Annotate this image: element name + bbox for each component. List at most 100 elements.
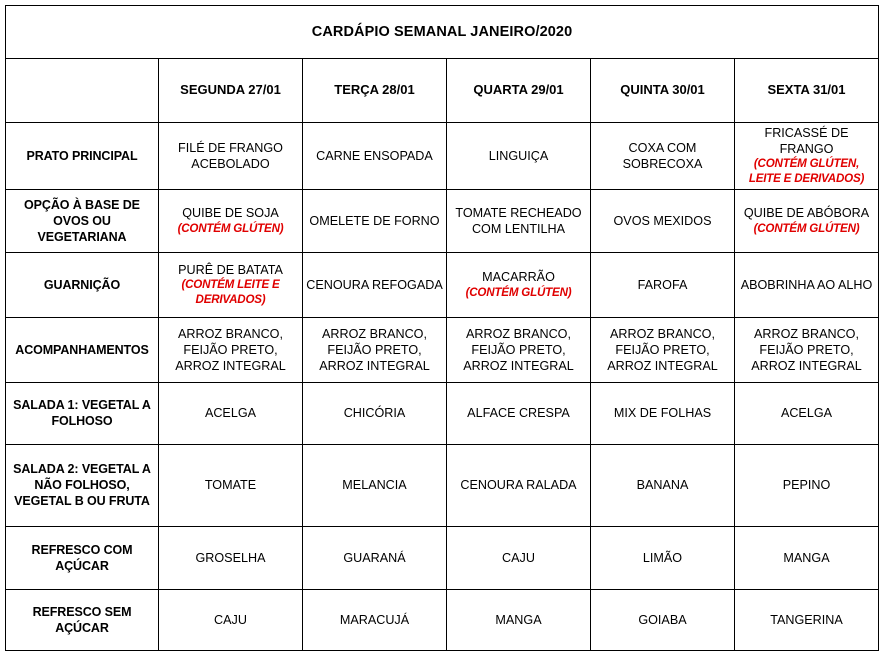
menu-cell: ABOBRINHA AO ALHO (734, 251, 879, 318)
menu-item-text: ARROZ BRANCO, FEIJÃO PRETO, ARROZ INTEGR… (463, 326, 574, 373)
day-header-quarta: QUARTA 29/01 (446, 58, 591, 123)
menu-item-text: ACELGA (204, 406, 257, 421)
table-row: GUARNIÇÃO PURÊ DE BATATA (CONTÉM LEITE E… (5, 251, 879, 318)
menu-item-text: CHICÓRIA (343, 406, 406, 421)
menu-item-text: BANANA (636, 478, 689, 493)
menu-cell: ACELGA (734, 381, 879, 445)
menu-item-text: PURÊ DE BATATA (178, 262, 283, 277)
menu-item-text: MELANCIA (342, 478, 407, 493)
weekly-menu-table: CARDÁPIO SEMANAL JANEIRO/2020 SEGUNDA 27… (5, 5, 879, 651)
menu-item-text: TOMATE (204, 478, 257, 493)
menu-item-text: CAJU (502, 550, 535, 565)
menu-cell: MANGA (734, 525, 879, 590)
menu-table-body: CARDÁPIO SEMANAL JANEIRO/2020 SEGUNDA 27… (5, 5, 879, 651)
menu-item-text: MACARRÃO (482, 270, 555, 285)
menu-item-text: QUIBE DE SOJA (182, 206, 279, 221)
row-label-acompanhamentos: ACOMPANHAMENTOS (5, 316, 159, 383)
menu-cell: FRICASSÉ DE FRANGO (CONTÉM GLÚTEN, LEITE… (734, 122, 879, 190)
menu-cell: ARROZ BRANCO, FEIJÃO PRETO, ARROZ INTEGR… (446, 316, 591, 383)
menu-cell: QUIBE DE ABÓBORA (CONTÉM GLÚTEN) (734, 188, 879, 253)
row-label-opcao-ovos-vegetariana: OPÇÃO À BASE DE OVOS OU VEGETARIANA (5, 188, 159, 253)
menu-item-text: ARROZ BRANCO, FEIJÃO PRETO, ARROZ INTEGR… (175, 326, 286, 373)
menu-cell: CARNE ENSOPADA (302, 122, 447, 190)
menu-cell: TOMATE (158, 443, 303, 527)
menu-item-text: GOIABA (638, 612, 687, 627)
menu-item-text: FRICASSÉ DE FRANGO (764, 126, 849, 157)
row-label-salada-1: SALADA 1: VEGETAL A FOLHOSO (5, 381, 159, 445)
menu-item-text: ARROZ BRANCO, FEIJÃO PRETO, ARROZ INTEGR… (319, 326, 430, 373)
menu-item-text: OMELETE DE FORNO (309, 213, 440, 228)
menu-item-text: ARROZ BRANCO, FEIJÃO PRETO, ARROZ INTEGR… (751, 326, 862, 373)
menu-cell: CHICÓRIA (302, 381, 447, 445)
menu-cell: ARROZ BRANCO, FEIJÃO PRETO, ARROZ INTEGR… (302, 316, 447, 383)
menu-item-text: CENOURA RALADA (460, 478, 577, 493)
day-header-quinta: QUINTA 30/01 (590, 58, 735, 123)
menu-cell: MIX DE FOLHAS (590, 381, 735, 445)
row-label-refresco-com-acucar: REFRESCO COM AÇÚCAR (5, 525, 159, 590)
allergen-note: (CONTÉM GLÚTEN) (753, 221, 860, 235)
table-row: ACOMPANHAMENTOS ARROZ BRANCO, FEIJÃO PRE… (5, 316, 879, 383)
menu-item-text: GROSELHA (195, 550, 266, 565)
table-row: REFRESCO SEM AÇÚCAR CAJU MARACUJÁ MANGA … (5, 588, 879, 651)
menu-cell: MACARRÃO (CONTÉM GLÚTEN) (446, 251, 591, 318)
menu-cell: MELANCIA (302, 443, 447, 527)
menu-cell: OVOS MEXIDOS (590, 188, 735, 253)
title-row: CARDÁPIO SEMANAL JANEIRO/2020 (5, 5, 879, 59)
menu-item-text: TANGERINA (770, 612, 843, 627)
menu-item-text: ACELGA (780, 406, 833, 421)
day-header-segunda: SEGUNDA 27/01 (158, 58, 303, 123)
menu-cell: MARACUJÁ (302, 588, 447, 651)
table-row: REFRESCO COM AÇÚCAR GROSELHA GUARANÁ CAJ… (5, 525, 879, 590)
day-header-row: SEGUNDA 27/01 TERÇA 28/01 QUARTA 29/01 Q… (5, 58, 879, 123)
allergen-note: (CONTÉM LEITE E DERIVADOS) (181, 278, 280, 306)
menu-cell: GROSELHA (158, 525, 303, 590)
menu-item-text: FAROFA (637, 277, 688, 292)
day-header-sexta: SEXTA 31/01 (734, 58, 879, 123)
menu-cell: ACELGA (158, 381, 303, 445)
menu-item-text: ABOBRINHA AO ALHO (740, 277, 873, 292)
menu-item-text: COXA COM SOBRECOXA (622, 140, 703, 171)
menu-cell: BANANA (590, 443, 735, 527)
allergen-note: (CONTÉM GLÚTEN, LEITE E DERIVADOS) (748, 157, 865, 186)
menu-cell: ALFACE CRESPA (446, 381, 591, 445)
menu-cell: PEPINO (734, 443, 879, 527)
menu-item-text: QUIBE DE ABÓBORA (743, 206, 870, 221)
row-label-guarnicao: GUARNIÇÃO (5, 251, 159, 318)
table-row: OPÇÃO À BASE DE OVOS OU VEGETARIANA QUIB… (5, 188, 879, 253)
menu-item-text: MANGA (495, 612, 542, 627)
menu-item-text: TOMATE RECHEADO COM LENTILHA (455, 205, 582, 236)
menu-item-text: ALFACE CRESPA (467, 406, 570, 421)
menu-item-text: CARNE ENSOPADA (316, 148, 433, 163)
table-row: SALADA 2: VEGETAL A NÃO FOLHOSO, VEGETAL… (5, 443, 879, 527)
menu-cell: ARROZ BRANCO, FEIJÃO PRETO, ARROZ INTEGR… (734, 316, 879, 383)
menu-cell: TOMATE RECHEADO COM LENTILHA (446, 188, 591, 253)
weekly-menu-container: CARDÁPIO SEMANAL JANEIRO/2020 SEGUNDA 27… (5, 5, 879, 651)
menu-cell: CENOURA REFOGADA (302, 251, 447, 318)
menu-cell: ARROZ BRANCO, FEIJÃO PRETO, ARROZ INTEGR… (158, 316, 303, 383)
menu-item-text: LINGUIÇA (488, 148, 549, 163)
allergen-note: (CONTÉM GLÚTEN) (465, 285, 572, 299)
menu-item-text: CAJU (214, 612, 247, 627)
corner-cell (5, 58, 159, 123)
table-row: PRATO PRINCIPAL FILÉ DE FRANGO ACEBOLADO… (5, 122, 879, 190)
menu-cell: QUIBE DE SOJA (CONTÉM GLÚTEN) (158, 188, 303, 253)
menu-cell: CENOURA RALADA (446, 443, 591, 527)
row-label-prato-principal: PRATO PRINCIPAL (5, 122, 159, 190)
menu-cell: MANGA (446, 588, 591, 651)
menu-cell: LINGUIÇA (446, 122, 591, 190)
allergen-note: (CONTÉM GLÚTEN) (177, 221, 284, 235)
menu-item-text: CENOURA REFOGADA (306, 277, 443, 292)
row-label-refresco-sem-acucar: REFRESCO SEM AÇÚCAR (5, 588, 159, 651)
menu-cell: GOIABA (590, 588, 735, 651)
menu-item-text: PEPINO (782, 478, 831, 493)
menu-item-text: FILÉ DE FRANGO ACEBOLADO (178, 140, 283, 171)
menu-item-text: OVOS MEXIDOS (613, 213, 712, 228)
menu-cell: CAJU (158, 588, 303, 651)
menu-cell: PURÊ DE BATATA (CONTÉM LEITE E DERIVADOS… (158, 251, 303, 318)
menu-item-text: MANGA (783, 550, 830, 565)
menu-cell: GUARANÁ (302, 525, 447, 590)
menu-item-text: ARROZ BRANCO, FEIJÃO PRETO, ARROZ INTEGR… (607, 326, 718, 373)
menu-cell: FILÉ DE FRANGO ACEBOLADO (158, 122, 303, 190)
menu-cell: OMELETE DE FORNO (302, 188, 447, 253)
menu-cell: COXA COM SOBRECOXA (590, 122, 735, 190)
